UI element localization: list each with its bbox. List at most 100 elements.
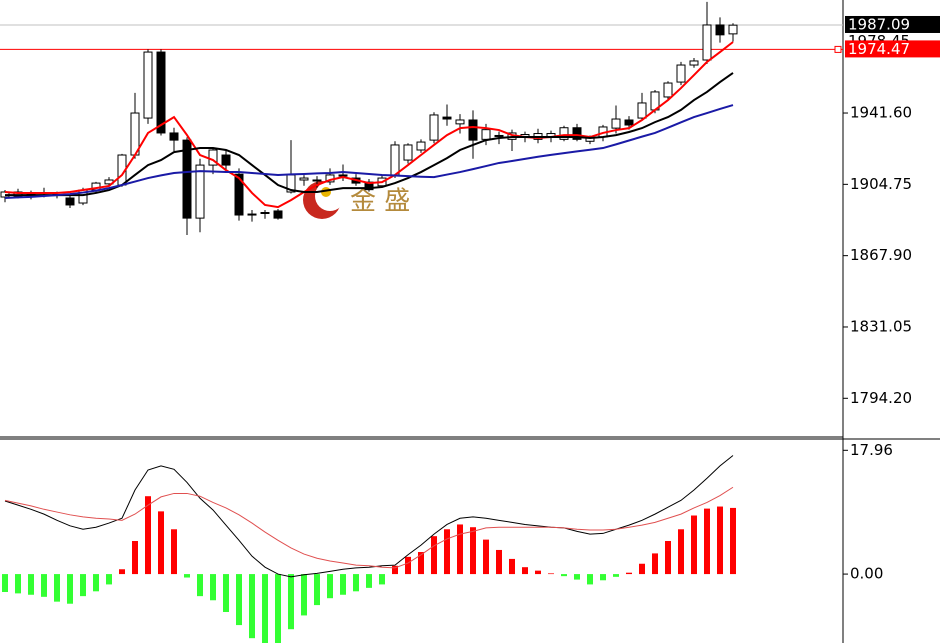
histogram-bar [288,574,294,630]
histogram-bar [236,574,242,626]
line-series [5,72,734,197]
histogram-bar [574,574,580,580]
histogram-bar [561,574,567,577]
histogram-bar [587,574,593,585]
histogram-bar [535,570,541,575]
y-tick-label: 1831.05 [850,317,912,335]
candle-body [169,132,179,141]
histogram-bar [314,574,320,606]
candle-body [403,144,413,161]
histogram-bar [158,511,164,575]
candle-body [273,210,283,219]
candle-body [468,119,478,141]
histogram-bar [639,563,645,575]
candle-body [416,141,426,151]
line-series [4,104,734,199]
line-series [4,455,734,578]
line-series [4,41,734,209]
histogram-bar [119,569,125,575]
candle-body [312,179,322,182]
y-tick-label: 17.96 [850,441,893,459]
histogram-bar [327,574,333,599]
histogram-bar [184,574,190,578]
candle-body [572,127,582,140]
candle-body [494,134,504,137]
y-tick-label: 1794.20 [850,389,912,407]
histogram-bar [262,574,268,643]
histogram-bar [132,541,138,575]
candle-body [689,60,699,66]
histogram-bar [483,539,489,575]
histogram-bar [626,572,632,575]
y-tick-label: 1941.60 [850,104,912,122]
histogram-bar [665,541,671,575]
histogram-bar [54,574,60,602]
histogram-bar [340,574,346,595]
histogram-bar [223,574,229,612]
histogram-bar [379,574,385,585]
histogram-bar [678,529,684,575]
histogram-bar [106,574,112,585]
candle-body [442,116,452,120]
watermark-text: 金 盛 [350,187,410,217]
candle-body [195,164,205,219]
histogram-bar [704,508,710,575]
price-label-box [845,15,940,33]
candle-body [702,24,712,61]
histogram-bar [197,574,203,597]
histogram-bar [392,565,398,575]
candle-body [455,119,465,125]
histogram-bar [2,574,8,592]
histogram-bar [210,574,216,601]
histogram-bar [717,506,723,575]
histogram-bar [431,536,437,575]
histogram-bar [418,552,424,575]
histogram-bar [366,574,372,588]
histogram-bar [28,574,34,595]
candle-body [728,24,738,35]
candle-body [429,114,439,141]
candle-body [247,213,257,216]
histogram-bar [80,574,86,597]
price-label-box [845,40,940,58]
histogram-bar [509,558,515,575]
histogram-bar [145,496,151,575]
candle-body [299,177,309,181]
candle-body [65,197,75,206]
histogram-bar [691,515,697,575]
candle-body [637,102,647,119]
histogram-bar [275,574,281,643]
line-series [4,486,734,569]
candle-body [221,154,231,166]
histogram-bar [652,553,658,575]
histogram-bar [548,573,554,575]
candle-body [156,51,166,134]
histogram-bar [249,574,255,639]
histogram-bar [405,556,411,575]
candle-body [715,24,725,36]
histogram-bar [67,574,73,604]
candle-body [338,174,348,177]
candle-body [260,212,270,215]
candle-body [481,129,491,140]
candle-body [663,82,673,98]
price-label: 1974.47 [848,40,910,58]
candle-body [390,144,400,176]
candle-body [143,51,153,119]
histogram-bar [353,574,359,592]
logo-cut [315,181,345,211]
histogram-bar [730,507,736,575]
candle-body [676,64,686,83]
histogram-bar [15,574,21,594]
y-tick-label: 1867.90 [850,246,912,264]
histogram-bar [613,574,619,577]
price-marker [834,45,842,53]
histogram-bar [301,574,307,616]
histogram-bar [41,574,47,597]
histogram-bar [444,529,450,575]
candle-body [559,127,569,140]
candle-body [234,173,244,216]
histogram-bar [93,574,99,592]
histogram-bar [470,527,476,575]
